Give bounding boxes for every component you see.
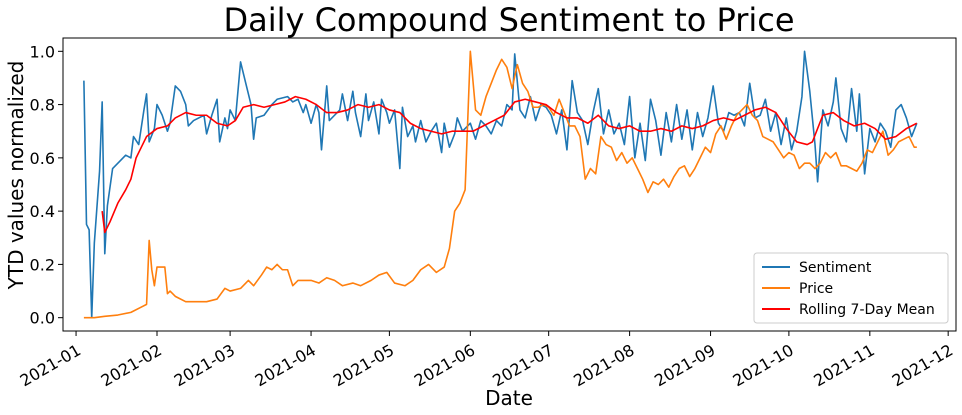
x-tick-label: 2021-12 xyxy=(889,340,956,390)
x-tick-label: 2021-04 xyxy=(252,340,319,390)
x-tick-label: 2021-11 xyxy=(810,340,877,390)
series-line-price xyxy=(83,50,917,319)
x-tick-label: 2021-02 xyxy=(98,340,165,390)
x-tick-label: 2021-08 xyxy=(570,340,637,390)
series-layer xyxy=(83,50,918,319)
plot-frame xyxy=(62,37,957,332)
x-tick-label: 2021-03 xyxy=(171,340,238,390)
x-tick-label: 2021-10 xyxy=(729,340,796,390)
y-tick-label: 0.2 xyxy=(30,255,55,274)
chart-title: Daily Compound Sentiment to Price xyxy=(223,1,794,39)
y-tick-label: 1.0 xyxy=(30,42,55,61)
legend-label-sentiment: Sentiment xyxy=(799,260,872,276)
legend: Sentiment Price Rolling 7-Day Mean xyxy=(753,252,949,324)
x-tick-label: 2021-05 xyxy=(330,340,397,390)
legend-label-price: Price xyxy=(799,281,833,297)
y-tick-label: 0.0 xyxy=(30,309,55,328)
y-tick-label: 0.4 xyxy=(30,202,55,221)
x-tick-label: 2021-01 xyxy=(17,340,84,390)
x-tick-label: 2021-07 xyxy=(489,340,556,390)
y-axis: 0.0 0.2 0.4 0.6 0.8 1.0 xyxy=(30,42,63,328)
series-line-rolling-7-day-mean xyxy=(101,95,918,234)
legend-label-rolling-7-day-mean: Rolling 7-Day Mean xyxy=(799,302,935,318)
x-axis-title: Date xyxy=(485,386,533,410)
x-tick-label: 2021-09 xyxy=(651,340,718,390)
legend-box xyxy=(753,252,949,324)
x-axis: 2021-01 2021-02 2021-03 2021-04 2021-05 2021-… xyxy=(17,331,956,390)
y-axis-title: YTD values normalized xyxy=(4,61,28,291)
y-tick-label: 0.6 xyxy=(30,149,55,168)
x-tick-label: 2021-06 xyxy=(411,340,478,390)
y-tick-label: 0.8 xyxy=(30,96,55,115)
